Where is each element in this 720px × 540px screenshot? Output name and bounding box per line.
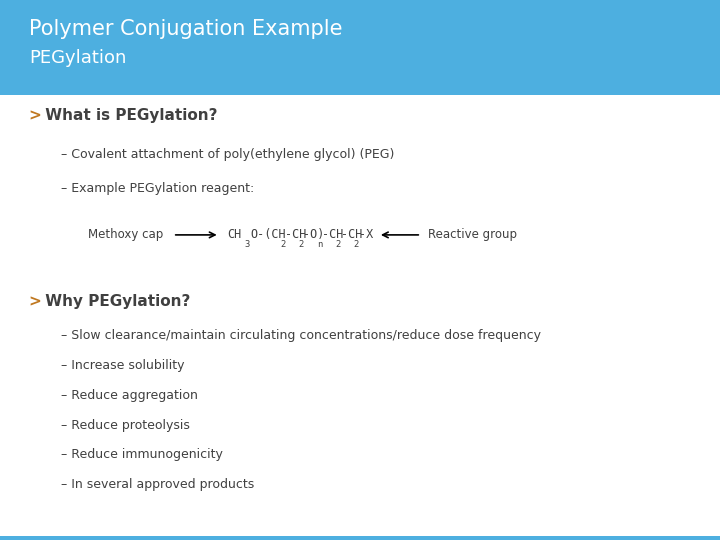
FancyBboxPatch shape <box>0 536 720 540</box>
Text: – Reduce proteolysis: – Reduce proteolysis <box>61 418 190 431</box>
Text: 3: 3 <box>245 240 250 249</box>
Text: -O): -O) <box>303 228 325 241</box>
Text: – Reduce immunogenicity: – Reduce immunogenicity <box>61 448 223 461</box>
Text: CH: CH <box>227 228 241 241</box>
Text: – Covalent attachment of poly(ethylene glycol) (PEG): – Covalent attachment of poly(ethylene g… <box>61 148 395 161</box>
Text: Polymer Conjugation Example: Polymer Conjugation Example <box>29 19 342 39</box>
Text: What is PEGylation?: What is PEGylation? <box>40 108 217 123</box>
Text: 2: 2 <box>280 240 285 249</box>
Text: >: > <box>29 108 42 123</box>
Text: -CH: -CH <box>285 228 307 241</box>
Text: – Reduce aggregation: – Reduce aggregation <box>61 389 198 402</box>
Text: n: n <box>317 240 322 249</box>
Text: – Example PEGylation reagent:: – Example PEGylation reagent: <box>61 182 254 195</box>
Text: – In several approved products: – In several approved products <box>61 478 254 491</box>
Text: – Slow clearance/maintain circulating concentrations/reduce dose frequency: – Slow clearance/maintain circulating co… <box>61 329 541 342</box>
Text: O-(CH: O-(CH <box>251 228 286 241</box>
Text: PEGylation: PEGylation <box>29 49 126 66</box>
FancyBboxPatch shape <box>0 0 720 94</box>
Text: -CH: -CH <box>341 228 362 241</box>
Text: Why PEGylation?: Why PEGylation? <box>40 294 190 309</box>
Text: 2: 2 <box>298 240 303 249</box>
Text: 2: 2 <box>354 240 359 249</box>
Text: Methoxy cap: Methoxy cap <box>89 228 163 241</box>
Text: – Increase solubility: – Increase solubility <box>61 359 185 372</box>
Text: 2: 2 <box>336 240 341 249</box>
Text: Reactive group: Reactive group <box>428 228 518 241</box>
Text: -X: -X <box>359 228 373 241</box>
Text: >: > <box>29 294 42 309</box>
Text: -CH: -CH <box>322 228 343 241</box>
